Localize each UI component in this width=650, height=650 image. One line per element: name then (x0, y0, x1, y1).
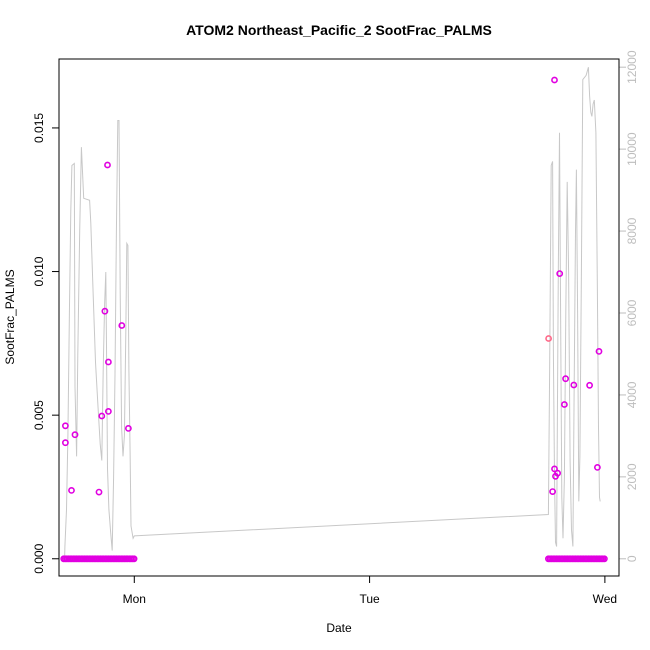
chart-title: ATOM2 Northeast_Pacific_2 SootFrac_PALMS (186, 22, 492, 38)
data-point (554, 469, 561, 477)
data-point (101, 307, 109, 315)
data-point (95, 488, 103, 496)
x-tick-label: Wed (593, 592, 617, 606)
data-point (98, 412, 106, 420)
data-point (561, 401, 568, 408)
y2-tick-label: 12000 (625, 50, 639, 84)
data-point (545, 335, 552, 342)
data-point (105, 358, 112, 366)
plot-frame (58, 58, 620, 577)
data-point (105, 407, 112, 415)
data-point (551, 465, 558, 473)
zero-point (601, 555, 608, 563)
data-point (551, 76, 558, 84)
zero-value-points (60, 555, 608, 563)
data-point (594, 463, 601, 471)
y-tick-label: 0.005 (32, 400, 46, 430)
x-axis-label: Date (326, 621, 352, 635)
data-point (595, 347, 603, 355)
y2-tick-label: 0 (625, 555, 639, 562)
data-point (62, 422, 69, 430)
data-point (71, 431, 79, 439)
y2-tick-label: 6000 (625, 299, 639, 326)
y-axis-label: SootFrac_PALMS (3, 269, 17, 364)
data-point (586, 381, 593, 389)
y2-tick-label: 4000 (625, 381, 639, 408)
data-point (62, 439, 69, 447)
line-series-path (64, 67, 601, 559)
y2-tick-label: 8000 (625, 217, 639, 244)
data-point (104, 161, 111, 169)
data-point (118, 322, 126, 329)
y2-tick-label: 2000 (625, 463, 639, 490)
data-point (562, 375, 569, 383)
data-points (62, 76, 603, 496)
zero-point (130, 555, 138, 563)
data-point (549, 488, 556, 495)
x-tick-label: Tue (359, 592, 380, 606)
data-point (570, 381, 578, 389)
right-axis-line-series (64, 67, 601, 559)
y-tick-label: 0.000 (32, 543, 46, 573)
data-point (68, 486, 75, 494)
data-point (124, 424, 132, 432)
x-tick-label: Mon (123, 592, 146, 606)
y-tick-label: 0.015 (32, 113, 46, 143)
y-tick-label: 0.010 (32, 256, 46, 286)
data-point (556, 270, 564, 277)
y2-tick-label: 10000 (625, 132, 639, 166)
